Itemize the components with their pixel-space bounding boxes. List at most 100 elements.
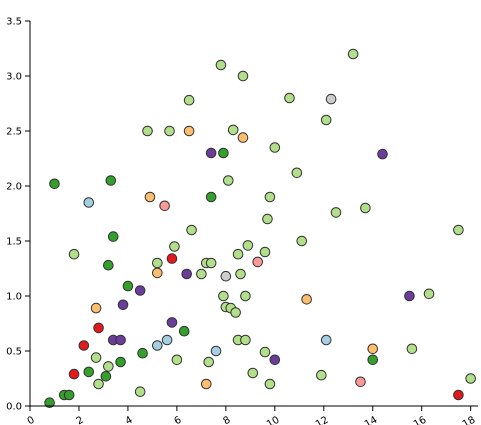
scatter-point — [232, 248, 244, 260]
scatter-point — [152, 267, 163, 279]
y-tick-label: 2.5 — [6, 127, 22, 138]
scatter-point — [117, 299, 129, 311]
scatter-point — [44, 397, 55, 409]
y-axis-ticks: 0.0 0.5 1.0 1.5 2.0 2.5 3.0 3.5 — [6, 17, 30, 413]
scatter-point — [242, 240, 254, 251]
scatter-point — [325, 93, 337, 105]
scatter-point — [90, 302, 102, 314]
scatter-point — [237, 70, 249, 82]
y-tick-label: 3.5 — [6, 17, 22, 28]
scatter-point — [465, 373, 476, 384]
scatter-point — [159, 200, 170, 212]
scatter-point — [183, 94, 195, 106]
scatter-point — [240, 334, 251, 346]
scatter-point — [105, 175, 117, 186]
scatter-point — [320, 114, 332, 126]
scatter-point — [259, 346, 271, 358]
scatter-point — [200, 378, 212, 390]
scatter-point — [320, 334, 332, 346]
scatter-point — [181, 268, 192, 280]
x-tick-label: 18 — [461, 415, 478, 425]
scatter-point — [103, 361, 114, 372]
scatter-point — [247, 367, 259, 379]
scatter-point — [252, 256, 263, 268]
x-tick-label: 6 — [173, 415, 184, 425]
x-axis-ticks: 0 2 4 6 8 10 12 14 16 18 — [26, 406, 478, 425]
scatter-point — [227, 124, 239, 136]
y-tick-label: 0.0 — [6, 402, 22, 413]
scatter-point — [259, 246, 271, 258]
scatter-point — [222, 175, 234, 186]
y-tick-label: 1.5 — [6, 237, 22, 248]
y-tick-label: 1.0 — [6, 292, 22, 303]
scatter-point — [169, 241, 180, 252]
scatter-point — [137, 347, 148, 359]
scatter-point — [262, 213, 273, 225]
scatter-point — [164, 125, 175, 137]
x-tick-label: 0 — [26, 415, 37, 425]
scatter-point — [100, 371, 112, 382]
scatter-point — [423, 288, 435, 300]
scatter-point — [453, 224, 464, 236]
scatter-point — [347, 48, 359, 60]
scatter-point — [115, 334, 126, 346]
scatter-point — [134, 285, 146, 296]
scatter-point — [205, 191, 217, 203]
y-tick-label: 0.5 — [6, 347, 22, 358]
scatter-point — [284, 92, 295, 104]
scatter-point — [103, 259, 114, 271]
scatter-point — [63, 389, 75, 401]
scatter-point — [186, 224, 197, 236]
scatter-point — [205, 257, 217, 269]
y-tick-label: 2.0 — [6, 182, 22, 193]
scatter-point — [269, 142, 281, 153]
scatter-point — [196, 268, 207, 280]
scatter-point — [316, 369, 327, 381]
y-tick-label: 3.0 — [6, 72, 22, 83]
x-tick-label: 2 — [75, 415, 86, 425]
scatter-point — [68, 368, 80, 380]
scatter-point — [171, 354, 183, 366]
scatter-point — [264, 191, 276, 203]
scatter-point — [161, 334, 173, 346]
scatter-point — [144, 191, 156, 203]
scatter-point — [301, 294, 312, 305]
scatter-point — [355, 376, 366, 388]
x-tick-label: 4 — [124, 415, 135, 425]
scatter-point — [178, 325, 190, 337]
x-tick-label: 10 — [265, 415, 282, 425]
scatter-point — [220, 270, 232, 282]
scatter-point — [93, 378, 104, 390]
scatter-point — [134, 386, 146, 398]
scatter-point — [205, 147, 217, 159]
scatter-point — [183, 125, 195, 137]
scatter-point — [166, 317, 178, 328]
scatter-point — [83, 366, 95, 378]
scatter-point — [152, 340, 163, 351]
scatter-point — [68, 248, 80, 260]
scatter-point — [152, 257, 163, 269]
scatter-point — [360, 202, 371, 214]
scatter-point — [235, 268, 246, 280]
scatter-point — [107, 231, 119, 242]
scatter-point — [210, 345, 222, 357]
scatter-point — [49, 178, 60, 190]
scatter-point — [215, 59, 227, 71]
scatter-point — [291, 167, 303, 179]
scatter-point — [330, 207, 342, 218]
scatter-point — [218, 147, 229, 159]
scatter-point — [122, 280, 134, 292]
scatter-point — [93, 322, 104, 334]
scatter-point — [377, 148, 388, 160]
scatter-point — [367, 343, 379, 355]
points-layer — [44, 48, 476, 409]
x-tick-label: 16 — [412, 415, 429, 425]
scatter-point — [203, 356, 215, 368]
scatter-point — [142, 125, 153, 137]
scatter-point — [218, 290, 229, 302]
scatter-point — [83, 197, 95, 208]
scatter-point — [453, 389, 464, 401]
scatter-point — [78, 340, 90, 351]
